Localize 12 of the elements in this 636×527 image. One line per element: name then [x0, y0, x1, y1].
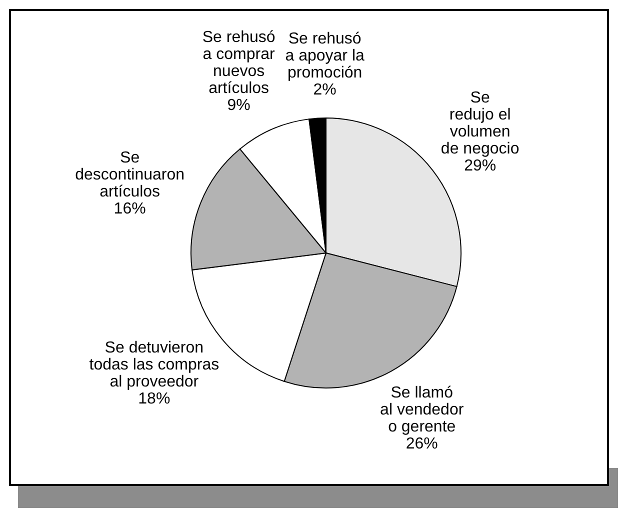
data-label: 2%: [313, 81, 336, 98]
slice-label: Se rehusó a apoyar la promoción: [285, 30, 365, 82]
data-label: 9%: [227, 97, 250, 114]
data-label: 18%: [138, 390, 170, 408]
slice-label: Se llamó al vendedor o gerente: [380, 384, 464, 436]
data-label: 26%: [406, 436, 438, 453]
slice-label: Se detuvieron todas las compras al proveedor: [89, 339, 220, 390]
slice-label: Se descontinuaron artículos: [75, 149, 185, 200]
slice-label: Se rehusó a comprar nuevos artículos: [202, 29, 276, 98]
slice-label: Se redujo el volumen de negocio: [440, 89, 520, 158]
data-label: 29%: [464, 157, 496, 174]
data-label: 16%: [114, 200, 146, 218]
